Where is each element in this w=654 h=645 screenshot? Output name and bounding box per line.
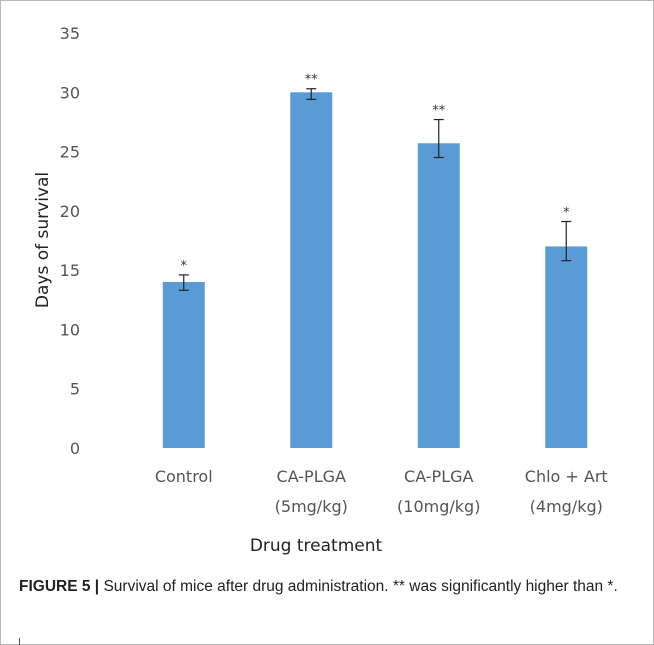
significance-label: * — [563, 206, 570, 221]
caption-text: Survival of mice after drug administrati… — [99, 578, 618, 595]
x-tick-sublabel: (10mg/kg) — [397, 497, 480, 516]
y-tick-label: 30 — [60, 83, 80, 102]
x-tick-sublabel: (4mg/kg) — [530, 497, 603, 516]
x-tick-label: Control — [155, 467, 213, 486]
caption-divider — [19, 638, 20, 645]
caption-label: FIGURE 5 | — [19, 578, 100, 595]
bars — [162, 92, 588, 449]
x-tick-label: CA-PLGA — [404, 467, 474, 486]
significance-label: ** — [305, 73, 319, 88]
error-bar — [433, 118, 444, 159]
y-axis-title: Days of survival — [33, 172, 53, 308]
bar — [545, 246, 588, 448]
error-bar — [561, 220, 572, 262]
bar — [290, 92, 333, 449]
bar — [162, 282, 205, 448]
bar — [417, 143, 460, 448]
x-tick-sublabel: (5mg/kg) — [275, 497, 348, 516]
figure-caption: FIGURE 5 | Survival of mice after drug a… — [19, 575, 629, 598]
y-tick-label: 15 — [60, 261, 80, 280]
x-axis-ticks: Control CA-PLGA (5mg/kg) CA-PLGA (10mg/kg) Ch… — [155, 467, 608, 516]
y-tick-label: 35 — [60, 24, 80, 43]
y-tick-label: 0 — [70, 439, 80, 458]
error-bar — [178, 274, 189, 291]
significance-label: ** — [432, 104, 446, 119]
y-tick-label: 20 — [60, 202, 80, 221]
x-tick-label: Chlo + Art — [525, 467, 608, 486]
error-bar — [306, 88, 317, 101]
significance-labels: ****** — [181, 73, 571, 274]
y-axis-ticks: 0 5 10 15 20 25 30 35 — [60, 24, 80, 458]
error-bars — [178, 88, 572, 291]
x-axis-title: Drug treatment — [250, 536, 383, 556]
y-tick-label: 5 — [70, 380, 80, 399]
y-tick-label: 10 — [60, 320, 80, 339]
significance-label: * — [181, 259, 188, 274]
y-tick-label: 25 — [60, 143, 80, 162]
x-tick-label: CA-PLGA — [277, 467, 347, 486]
